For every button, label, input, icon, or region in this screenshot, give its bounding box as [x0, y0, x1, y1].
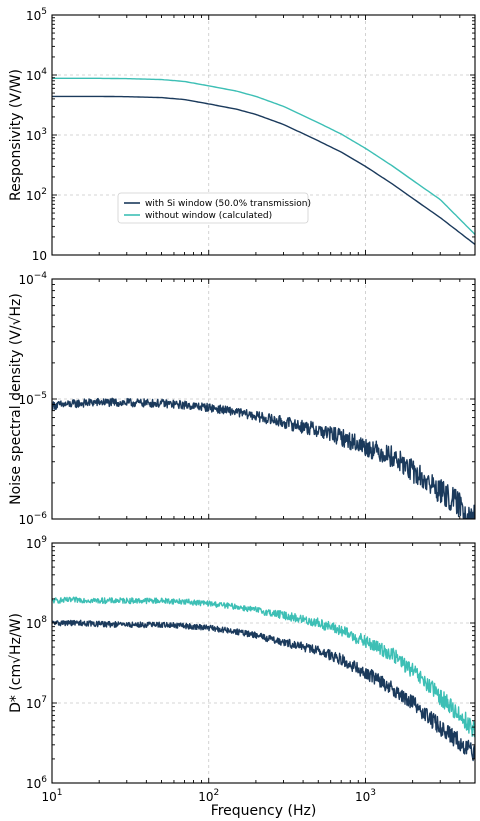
- legend-label: without window (calculated): [145, 211, 272, 221]
- y-tick-label: 102: [26, 187, 47, 203]
- noise-panel: 10−6 10−5 10−4 Noise spectral density (V/√H…: [8, 271, 476, 527]
- y-axis-label: D* (cm√Hz/W): [8, 613, 24, 713]
- y-tick-label: 106: [26, 775, 47, 791]
- responsivity-panel: 10 102 103 104 105 Responsivity (V/W) with Si …: [8, 7, 476, 263]
- legend: with Si window (50.0% transmission) witho…: [117, 192, 311, 224]
- y-tick-label: 109: [26, 535, 47, 551]
- y-axis-label: Noise spectral density (V/√Hz): [8, 293, 24, 505]
- y-tick-label: 107: [26, 695, 47, 711]
- series-group: [52, 397, 475, 519]
- y-tick-label: 10−4: [18, 271, 47, 287]
- legend-label: with Si window (50.0% transmission): [145, 199, 311, 209]
- series-line-dstar-0: [52, 596, 475, 738]
- x-tick-label: 101: [41, 788, 62, 804]
- series-group: [52, 596, 475, 762]
- legend-box: [117, 192, 309, 224]
- y-tick-label: 10−6: [18, 511, 47, 527]
- y-tick-label: 108: [26, 615, 47, 631]
- series-line-responsivity-0: [52, 95, 475, 245]
- y-tick-label: 10−5: [18, 391, 47, 407]
- x-tick-label: 103: [355, 788, 376, 804]
- y-tick-label: 10: [32, 249, 47, 263]
- y-axis-label: Responsivity (V/W): [8, 69, 24, 201]
- plot-frame: [51, 542, 476, 784]
- series-group: [52, 77, 475, 245]
- x-tick-label: 102: [198, 788, 219, 804]
- y-tick-label: 104: [26, 67, 47, 83]
- series-line-dstar-1: [52, 619, 475, 762]
- dstar-panel: 106 107 108 109 101 102 103 D* (cm√Hz/W) Frequen…: [8, 535, 476, 819]
- y-tick-label: 103: [26, 127, 47, 143]
- series-line-responsivity-1: [52, 77, 475, 235]
- series-line-noise-0: [52, 397, 475, 519]
- x-axis-label: Frequency (Hz): [211, 803, 317, 819]
- y-tick-label: 105: [26, 7, 47, 23]
